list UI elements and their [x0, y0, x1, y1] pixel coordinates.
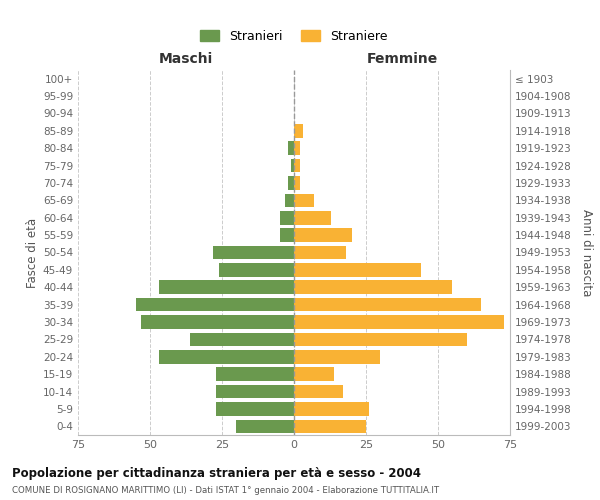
- Text: Femmine: Femmine: [367, 52, 437, 66]
- Bar: [288, 142, 294, 155]
- Bar: [294, 332, 467, 346]
- Bar: [294, 124, 302, 138]
- Bar: [294, 280, 452, 294]
- Bar: [294, 228, 352, 242]
- Bar: [286, 194, 294, 207]
- Bar: [294, 368, 334, 381]
- Bar: [136, 298, 294, 312]
- Bar: [280, 228, 294, 242]
- Bar: [294, 142, 300, 155]
- Bar: [216, 402, 294, 415]
- Y-axis label: Anni di nascita: Anni di nascita: [580, 209, 593, 296]
- Text: Maschi: Maschi: [159, 52, 213, 66]
- Bar: [294, 159, 300, 172]
- Bar: [294, 315, 504, 329]
- Bar: [294, 420, 366, 433]
- Bar: [294, 211, 331, 224]
- Bar: [294, 298, 481, 312]
- Bar: [291, 159, 294, 172]
- Bar: [288, 176, 294, 190]
- Legend: Stranieri, Straniere: Stranieri, Straniere: [196, 25, 392, 48]
- Bar: [294, 263, 421, 276]
- Bar: [216, 368, 294, 381]
- Bar: [190, 332, 294, 346]
- Bar: [158, 350, 294, 364]
- Bar: [294, 350, 380, 364]
- Text: Popolazione per cittadinanza straniera per età e sesso - 2004: Popolazione per cittadinanza straniera p…: [12, 468, 421, 480]
- Text: COMUNE DI ROSIGNANO MARITTIMO (LI) - Dati ISTAT 1° gennaio 2004 - Elaborazione T: COMUNE DI ROSIGNANO MARITTIMO (LI) - Dat…: [12, 486, 439, 495]
- Bar: [280, 211, 294, 224]
- Bar: [294, 176, 300, 190]
- Bar: [294, 194, 314, 207]
- Y-axis label: Fasce di età: Fasce di età: [26, 218, 39, 288]
- Bar: [294, 385, 343, 398]
- Bar: [216, 385, 294, 398]
- Bar: [294, 246, 346, 260]
- Bar: [158, 280, 294, 294]
- Bar: [142, 315, 294, 329]
- Bar: [294, 402, 369, 415]
- Bar: [219, 263, 294, 276]
- Bar: [236, 420, 294, 433]
- Bar: [214, 246, 294, 260]
